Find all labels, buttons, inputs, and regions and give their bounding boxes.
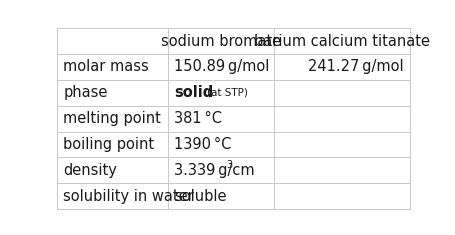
Text: sodium bromate: sodium bromate [161,34,281,49]
Text: density: density [63,163,117,178]
Text: phase: phase [63,85,107,100]
Text: solid: solid [174,85,213,100]
Text: molar mass: molar mass [63,59,149,74]
Text: 1390 °C: 1390 °C [174,137,232,152]
Text: 150.89 g/mol: 150.89 g/mol [174,59,270,74]
Text: (at STP): (at STP) [207,88,248,98]
Text: 3: 3 [227,160,233,170]
Text: boiling point: boiling point [63,137,154,152]
Text: 241.27 g/mol: 241.27 g/mol [308,59,403,74]
Text: 381 °C: 381 °C [174,111,222,126]
Text: 3.339 g/cm: 3.339 g/cm [174,163,255,178]
Text: melting point: melting point [63,111,161,126]
Text: soluble: soluble [174,189,227,204]
Text: solubility in water: solubility in water [63,189,194,204]
Text: barium calcium titanate: barium calcium titanate [253,34,430,49]
